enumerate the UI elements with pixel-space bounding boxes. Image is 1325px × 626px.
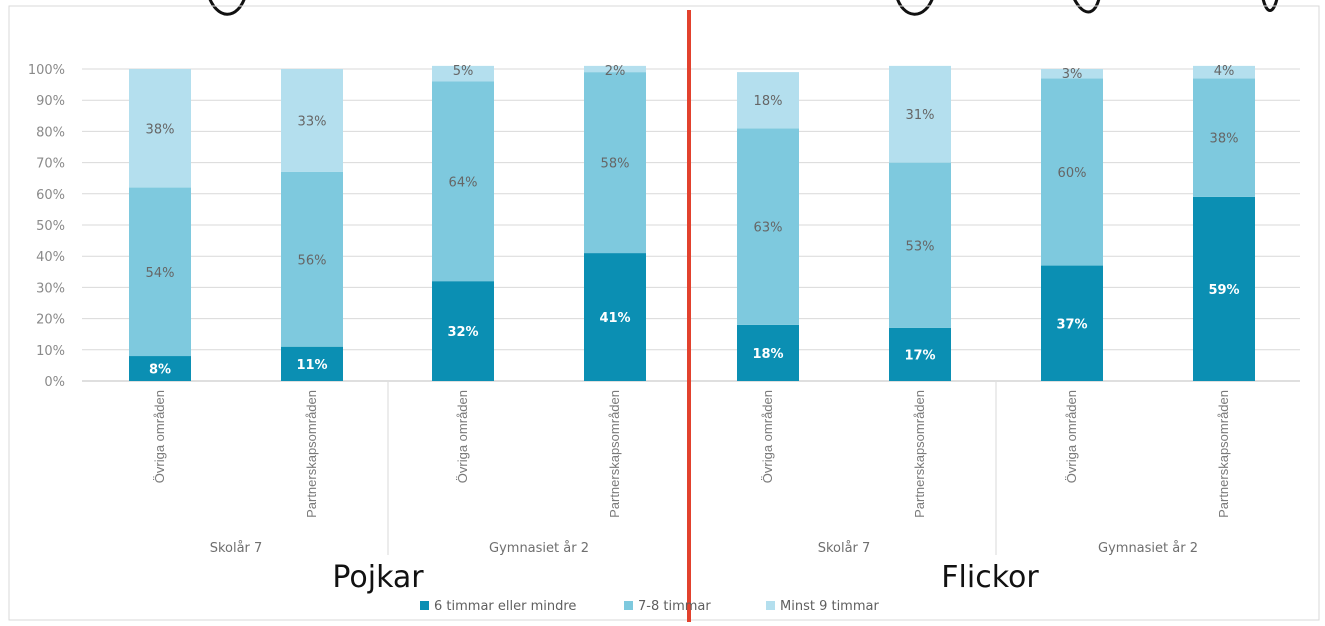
category-label: Partnerskapsområden <box>607 390 622 518</box>
data-label: 59% <box>1208 283 1239 298</box>
data-label: 33% <box>298 114 327 129</box>
category-label: Övriga områden <box>455 390 470 483</box>
group-label: Skolår 7 <box>210 541 263 556</box>
data-label: 37% <box>1056 317 1087 332</box>
category-label: Övriga områden <box>152 390 167 483</box>
data-label: 11% <box>296 358 327 373</box>
legend-swatch-6-timmar <box>420 601 429 610</box>
bar-segment <box>281 171 343 347</box>
data-label: 54% <box>146 266 175 281</box>
bar-segment <box>1041 78 1103 266</box>
category-label: Övriga områden <box>760 390 775 483</box>
data-label: 41% <box>599 311 630 326</box>
legend-swatch-7-8-timmar <box>624 601 633 610</box>
category-label: Partnerskapsområden <box>1216 390 1231 518</box>
data-label: 4% <box>1214 64 1235 79</box>
data-label: 64% <box>449 175 478 190</box>
bar-segment <box>432 81 494 282</box>
bar-segment <box>889 65 951 163</box>
group-label: Gymnasiet år 2 <box>489 541 589 556</box>
category-label: Övriga områden <box>1064 390 1079 483</box>
data-label: 60% <box>1058 166 1087 181</box>
data-label: 18% <box>752 347 783 362</box>
data-label: 53% <box>906 239 935 254</box>
bar-segment <box>129 356 191 381</box>
bar-segment <box>737 324 799 381</box>
cropped-heading-fragment <box>208 0 1279 16</box>
data-label: 56% <box>298 253 327 268</box>
data-label: 3% <box>1062 67 1083 82</box>
bar-segment <box>584 65 646 73</box>
legend-label-6-timmar: 6 timmar eller mindre <box>434 599 576 614</box>
y-tick-label: 30% <box>36 281 65 296</box>
bar-segment <box>1041 265 1103 381</box>
bar-segment <box>584 253 646 381</box>
group-labels: Skolår 7 Gymnasiet år 2 Skolår 7 Gymnasiet … <box>210 382 1198 556</box>
legend: 6 timmar eller mindre 7-8 timmar Minst 9… <box>420 599 879 614</box>
bar-segment <box>281 69 343 172</box>
chart-frame <box>8 5 1320 621</box>
bars <box>129 65 1255 381</box>
panel-label-flickor: Flickor <box>941 560 1039 595</box>
panel-label-pojkar: Pojkar <box>332 560 424 595</box>
y-tick-label: 100% <box>28 63 65 78</box>
y-tick-label: 80% <box>36 125 65 140</box>
bar-segment <box>281 346 343 381</box>
data-label: 8% <box>149 363 171 378</box>
category-labels: Övriga områden Partnerskapsområden Övriga … <box>152 390 1231 518</box>
data-label: 63% <box>754 221 783 236</box>
bar-segment <box>129 69 191 188</box>
category-label: Partnerskapsområden <box>304 390 319 518</box>
bar-segment <box>1041 69 1103 79</box>
data-label: 58% <box>601 157 630 172</box>
data-label: 31% <box>906 108 935 123</box>
data-label: 18% <box>754 94 783 109</box>
y-tick-label: 70% <box>36 157 65 172</box>
legend-label-7-8-timmar: 7-8 timmar <box>638 599 711 614</box>
bar-segment <box>889 327 951 381</box>
bar-segment <box>432 65 494 82</box>
data-labels: 8% 54% 38% 11% 56% 33% 32% 64% 5% 41% 58% 2% 18% 63% 1… <box>146 64 1240 378</box>
y-tick-label: 60% <box>36 188 65 203</box>
y-tick-label: 10% <box>36 344 65 359</box>
data-label: 5% <box>453 64 474 79</box>
group-label: Gymnasiet år 2 <box>1098 541 1198 556</box>
y-tick-label: 50% <box>36 219 65 234</box>
legend-swatch-minst-9-timmar <box>766 601 775 610</box>
data-label: 38% <box>146 122 175 137</box>
group-label: Skolår 7 <box>818 541 871 556</box>
data-label: 17% <box>904 348 935 363</box>
y-axis-ticks: 0% 10% 20% 30% 40% 50% 60% 70% 80% 90% 100% <box>28 63 65 390</box>
y-tick-label: 20% <box>36 313 65 328</box>
bar-segment <box>1193 65 1255 79</box>
bar-segment <box>1193 196 1255 381</box>
bar-segment <box>737 128 799 325</box>
y-tick-label: 40% <box>36 250 65 265</box>
bar-segment <box>432 281 494 381</box>
y-tick-label: 0% <box>44 375 65 390</box>
data-label: 38% <box>1210 132 1239 147</box>
y-tick-label: 90% <box>36 94 65 109</box>
category-label: Partnerskapsområden <box>912 390 927 518</box>
bar-segment <box>584 72 646 254</box>
legend-label-minst-9-timmar: Minst 9 timmar <box>780 599 879 614</box>
data-label: 2% <box>605 64 626 79</box>
bar-segment <box>129 187 191 357</box>
bar-segment <box>889 162 951 328</box>
bar-segment <box>737 72 799 129</box>
bar-segment <box>1193 78 1255 197</box>
data-label: 32% <box>447 325 478 340</box>
